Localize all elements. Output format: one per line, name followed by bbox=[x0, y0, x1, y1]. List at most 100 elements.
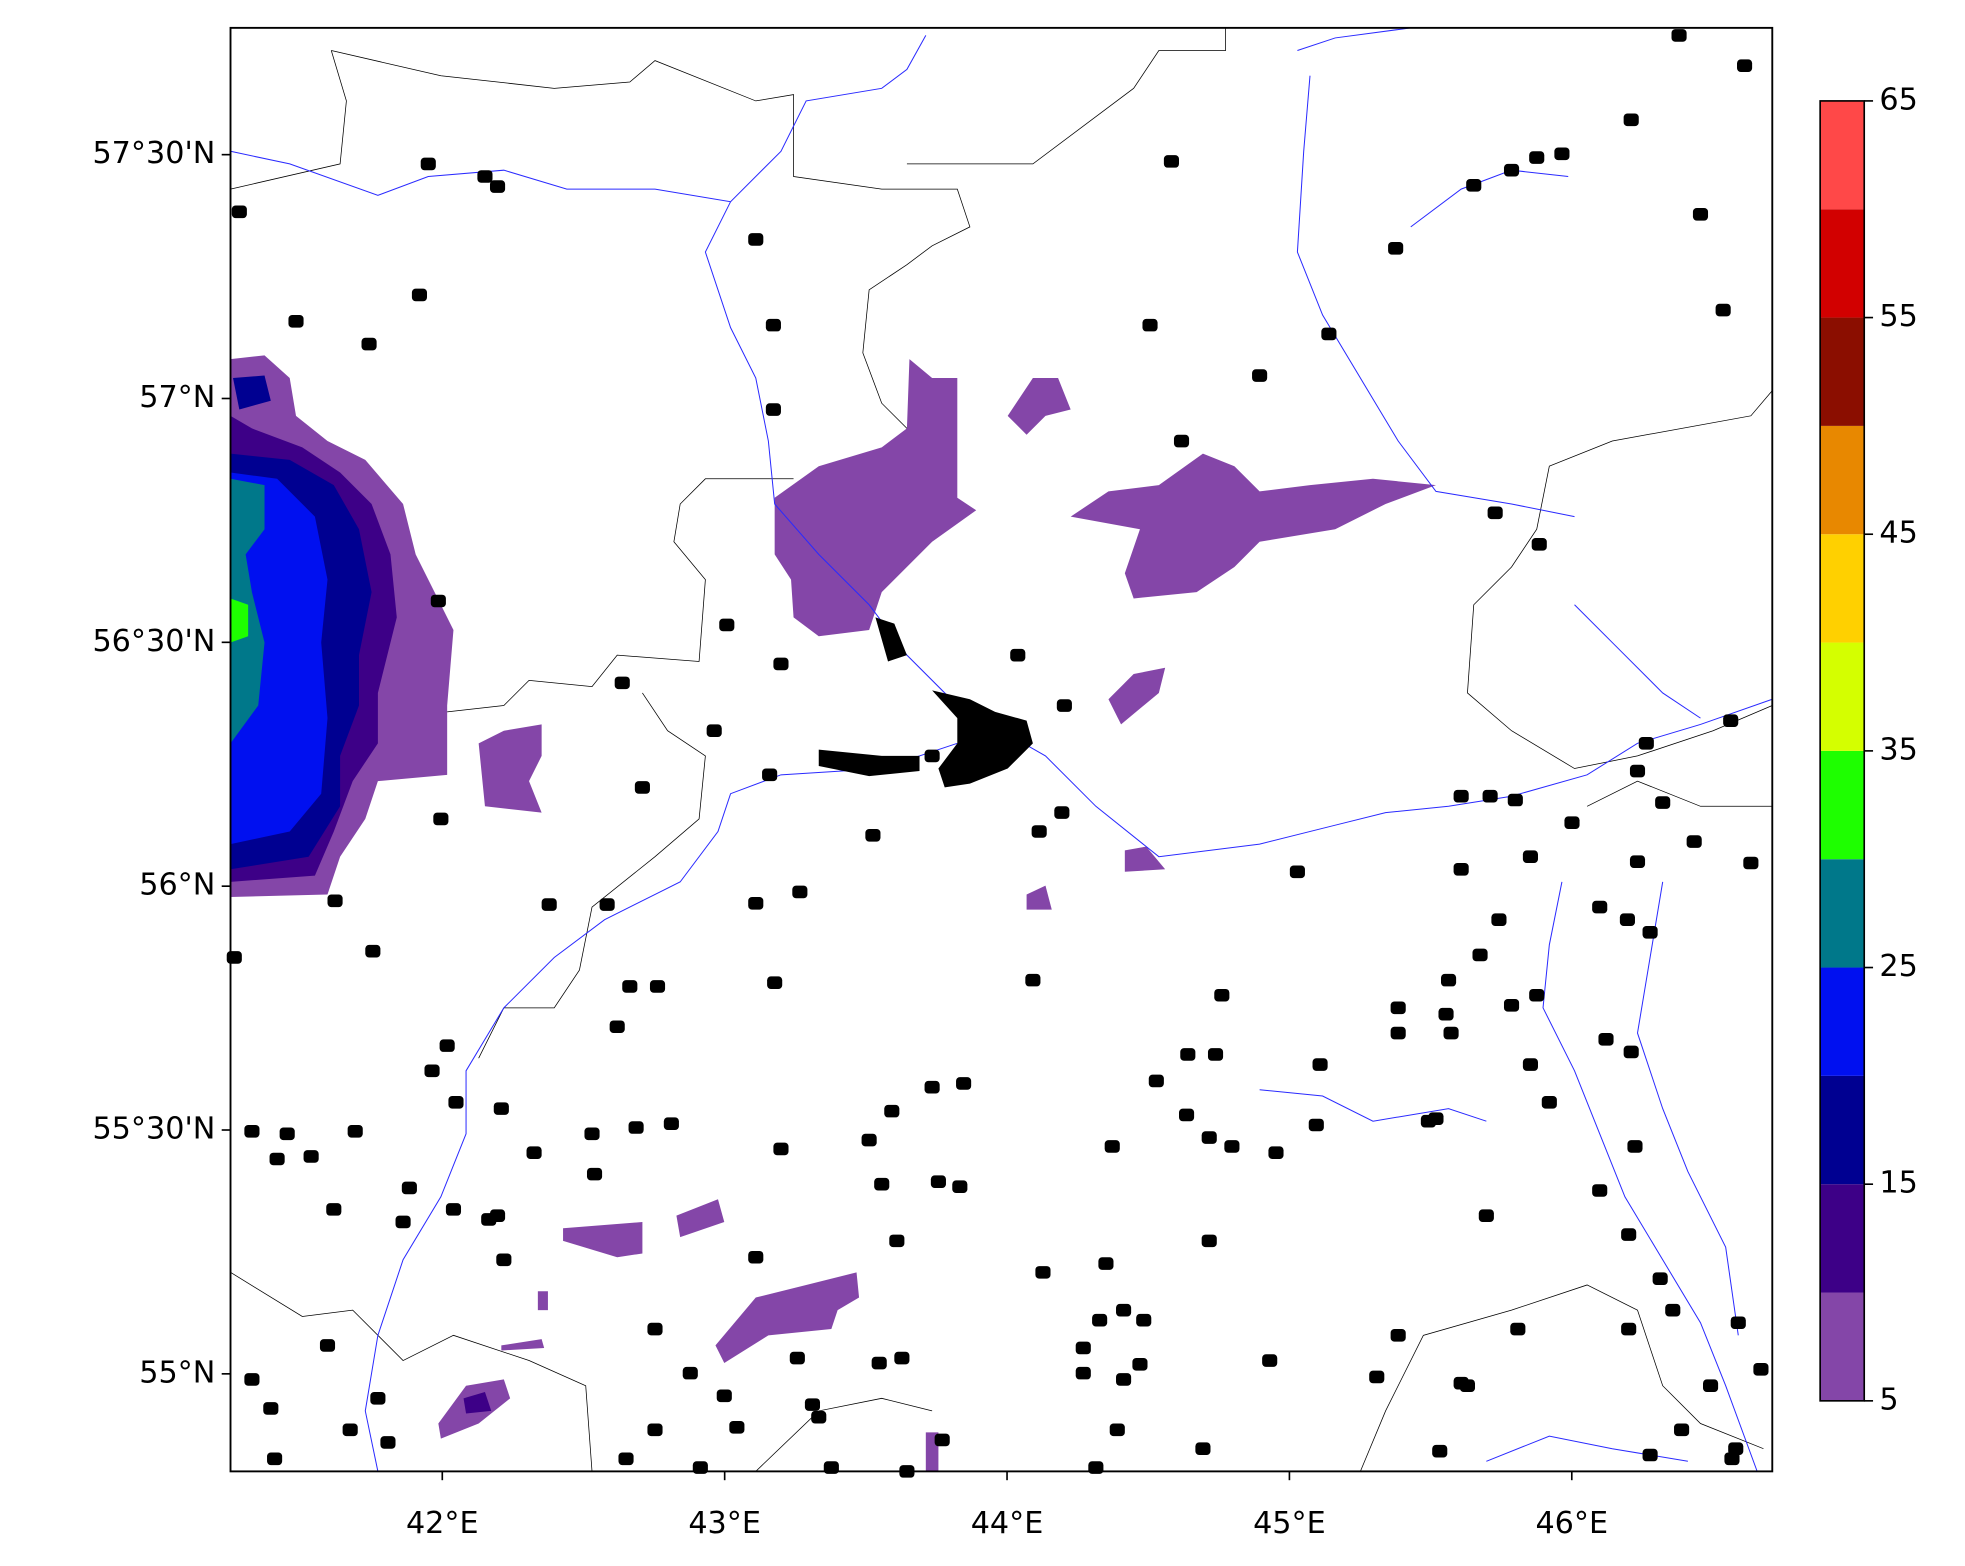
city bbox=[1592, 1184, 1608, 1197]
city bbox=[1390, 1001, 1406, 1015]
city bbox=[1529, 988, 1545, 1002]
city bbox=[762, 768, 778, 782]
city bbox=[1390, 1026, 1406, 1040]
city bbox=[1075, 1341, 1091, 1355]
city bbox=[1671, 29, 1687, 42]
city bbox=[934, 1433, 950, 1447]
city bbox=[1432, 1444, 1448, 1458]
city bbox=[1737, 59, 1753, 72]
city bbox=[244, 1373, 260, 1386]
contour-fill bbox=[230, 472, 328, 845]
colorbar-band bbox=[1820, 750, 1865, 860]
city bbox=[663, 1117, 679, 1131]
city bbox=[1056, 699, 1072, 712]
city bbox=[875, 617, 907, 662]
city bbox=[1010, 648, 1026, 662]
contour-fill bbox=[463, 1392, 492, 1414]
city bbox=[1642, 925, 1658, 939]
city bbox=[1312, 1058, 1328, 1071]
city bbox=[395, 1215, 411, 1229]
colorbar-tick-label: 5 bbox=[1879, 1382, 1898, 1417]
city bbox=[1092, 1313, 1108, 1327]
city bbox=[1025, 973, 1041, 987]
city bbox=[1173, 434, 1190, 448]
city bbox=[1443, 1026, 1459, 1040]
x-tick-label: 44°E bbox=[971, 1506, 1044, 1541]
city bbox=[874, 1177, 890, 1191]
x-tick-label: 46°E bbox=[1535, 1506, 1608, 1541]
y-tick-label: 55°30'N bbox=[92, 1112, 215, 1147]
city bbox=[1116, 1303, 1132, 1317]
city bbox=[1665, 1303, 1681, 1317]
contour-fill bbox=[1070, 453, 1436, 599]
city bbox=[1478, 1209, 1494, 1222]
city bbox=[1487, 506, 1503, 520]
city bbox=[347, 1124, 363, 1138]
city bbox=[682, 1366, 698, 1380]
city bbox=[1541, 1096, 1557, 1109]
city bbox=[1638, 737, 1654, 750]
city bbox=[1510, 1322, 1526, 1336]
city bbox=[1308, 1118, 1324, 1132]
city bbox=[1109, 1423, 1125, 1437]
city bbox=[1104, 1140, 1120, 1153]
city bbox=[952, 1180, 968, 1194]
colorbar-band bbox=[1820, 317, 1865, 426]
city bbox=[889, 1234, 905, 1248]
axes: 42°E 43°E 44°E 45°E 46°E 55°N 55°30'N 56°N 56°30… bbox=[92, 136, 1608, 1541]
city bbox=[445, 1203, 462, 1216]
city bbox=[1743, 856, 1759, 870]
city bbox=[361, 337, 377, 351]
city bbox=[804, 1398, 821, 1411]
rivers bbox=[230, 27, 1773, 1472]
city bbox=[647, 1423, 663, 1437]
city bbox=[924, 1080, 940, 1094]
city bbox=[1214, 988, 1230, 1002]
city bbox=[244, 1124, 260, 1138]
city bbox=[1621, 1228, 1637, 1241]
city bbox=[380, 1436, 396, 1449]
city bbox=[1503, 163, 1520, 177]
city bbox=[370, 1392, 386, 1405]
city bbox=[1262, 1354, 1278, 1367]
city bbox=[489, 180, 506, 193]
city bbox=[263, 1402, 279, 1415]
city bbox=[1289, 865, 1305, 879]
city bbox=[1503, 999, 1520, 1012]
city bbox=[811, 1410, 827, 1424]
city bbox=[930, 1175, 946, 1188]
city bbox=[1453, 862, 1469, 876]
city bbox=[477, 170, 493, 183]
city bbox=[1420, 1114, 1436, 1128]
city bbox=[1522, 1058, 1538, 1071]
city bbox=[719, 618, 735, 632]
city bbox=[1730, 1316, 1746, 1330]
city bbox=[956, 1077, 972, 1090]
city bbox=[448, 1096, 464, 1109]
colorbar-band bbox=[1820, 209, 1865, 318]
city bbox=[1148, 1074, 1164, 1088]
city bbox=[1728, 1442, 1744, 1456]
city bbox=[1642, 1448, 1658, 1462]
colorbar-tick-label: 25 bbox=[1879, 949, 1917, 984]
city bbox=[729, 1420, 745, 1434]
city bbox=[1655, 796, 1671, 809]
city bbox=[748, 896, 764, 910]
city bbox=[748, 1250, 764, 1264]
contour-fill bbox=[478, 724, 542, 813]
contour-fill bbox=[1026, 885, 1052, 910]
city bbox=[924, 749, 940, 763]
city bbox=[1441, 973, 1457, 987]
colorbar-band bbox=[1820, 534, 1865, 643]
city bbox=[1035, 1266, 1051, 1279]
city bbox=[1252, 369, 1268, 382]
city bbox=[319, 1339, 336, 1352]
map-frame bbox=[229, 26, 1774, 1473]
city bbox=[1652, 1272, 1668, 1285]
city bbox=[818, 749, 920, 777]
city bbox=[493, 1102, 509, 1115]
city bbox=[599, 898, 615, 911]
city bbox=[430, 594, 446, 608]
colorbar-band bbox=[1820, 1184, 1865, 1293]
contour-fill bbox=[1007, 378, 1071, 435]
